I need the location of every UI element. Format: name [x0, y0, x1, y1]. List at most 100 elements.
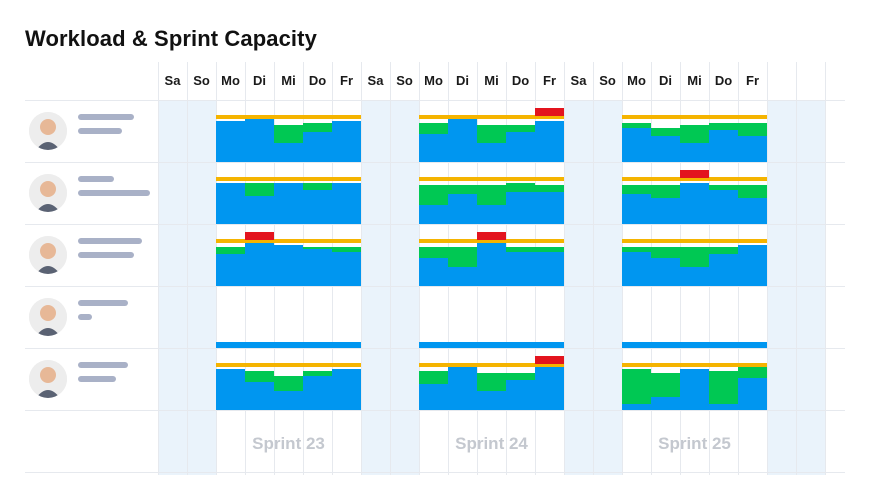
- available-bar: [477, 185, 506, 205]
- day-header: Mo: [424, 73, 443, 88]
- day-header: Mo: [627, 73, 646, 88]
- available-bar: [535, 247, 564, 252]
- assigned-bar: [506, 191, 535, 224]
- assigned-bar: [274, 245, 303, 286]
- capacity-line: [535, 115, 564, 119]
- assigned-bar: [303, 189, 332, 224]
- name-placeholder: [78, 176, 114, 182]
- grid-line: [390, 62, 391, 475]
- day-header: Mo: [221, 73, 240, 88]
- capacity-line: [274, 363, 303, 367]
- capacity-line: [477, 177, 506, 181]
- available-bar: [709, 185, 738, 190]
- capacity-line: [535, 177, 564, 181]
- available-bar: [709, 247, 738, 254]
- day-header: Fr: [340, 73, 353, 88]
- avatar[interactable]: [29, 236, 67, 274]
- capacity-line: [216, 239, 245, 243]
- assigned-bar: [448, 266, 477, 286]
- assigned-bar: [709, 253, 738, 286]
- grid-line: [25, 100, 845, 101]
- capacity-line: [651, 115, 680, 119]
- capacity-line: [506, 115, 535, 119]
- available-bar: [245, 371, 274, 383]
- capacity-line: [274, 177, 303, 181]
- capacity-line: [274, 115, 303, 119]
- assigned-bar: [419, 134, 448, 162]
- day-header: Mi: [281, 73, 296, 88]
- capacity-line: [216, 363, 245, 367]
- person-icon: [29, 236, 67, 274]
- assigned-bar: [245, 243, 274, 286]
- available-bar: [419, 123, 448, 135]
- assigned-bar: [622, 403, 651, 410]
- assigned-bar: [651, 258, 680, 286]
- available-bar: [738, 123, 767, 137]
- assigned-bar: [274, 142, 303, 162]
- avatar[interactable]: [29, 298, 67, 336]
- assigned-bar: [506, 251, 535, 286]
- assigned-bar: [709, 403, 738, 410]
- available-bar: [680, 125, 709, 143]
- capacity-line: [448, 239, 477, 243]
- available-bar: [303, 183, 332, 190]
- assigned-bar: [651, 198, 680, 224]
- grid-line: [796, 62, 797, 475]
- capacity-line: [709, 115, 738, 119]
- avatar[interactable]: [29, 174, 67, 212]
- assigned-bar: [738, 245, 767, 286]
- assigned-bar: [303, 375, 332, 410]
- available-bar: [448, 247, 477, 267]
- assigned-strip: [622, 342, 767, 348]
- assigned-bar: [622, 251, 651, 286]
- assigned-bar: [477, 204, 506, 224]
- assigned-bar: [216, 369, 245, 410]
- assigned-bar: [651, 397, 680, 410]
- available-bar: [477, 125, 506, 143]
- capacity-line: [506, 239, 535, 243]
- capacity-line: [709, 177, 738, 181]
- assigned-bar: [245, 382, 274, 410]
- grid-line: [187, 62, 188, 475]
- role-placeholder: [78, 376, 116, 382]
- grid-line: [25, 410, 845, 411]
- avatar[interactable]: [29, 360, 67, 398]
- assigned-bar: [477, 390, 506, 410]
- available-bar: [303, 123, 332, 132]
- assigned-bar: [419, 204, 448, 224]
- assigned-bar: [332, 121, 361, 162]
- day-header: Do: [511, 73, 530, 88]
- overload-bar: [535, 108, 564, 116]
- assigned-bar: [419, 258, 448, 286]
- available-bar: [651, 127, 680, 137]
- day-header: Sa: [570, 73, 587, 88]
- capacity-line: [738, 177, 767, 181]
- day-header: Di: [456, 73, 469, 88]
- assigned-bar: [216, 253, 245, 286]
- available-bar: [535, 185, 564, 192]
- available-bar: [216, 247, 245, 254]
- assigned-bar: [448, 193, 477, 224]
- available-bar: [709, 371, 738, 404]
- grid-line: [25, 286, 845, 287]
- available-bar: [303, 371, 332, 376]
- capacity-line: [477, 363, 506, 367]
- name-placeholder: [78, 114, 134, 120]
- person-icon: [29, 360, 67, 398]
- capacity-line: [245, 239, 274, 243]
- capacity-line: [303, 115, 332, 119]
- assigned-bar: [303, 131, 332, 162]
- capacity-line: [709, 363, 738, 367]
- capacity-line: [680, 115, 709, 119]
- day-header: Di: [253, 73, 266, 88]
- available-bar: [622, 369, 651, 404]
- day-header: So: [396, 73, 413, 88]
- assigned-bar: [332, 369, 361, 410]
- grid-line: [25, 162, 845, 163]
- grid-line: [593, 62, 594, 475]
- name-placeholder: [78, 300, 128, 306]
- role-placeholder: [78, 252, 134, 258]
- avatar[interactable]: [29, 112, 67, 150]
- name-placeholder: [78, 238, 142, 244]
- capacity-line: [216, 115, 245, 119]
